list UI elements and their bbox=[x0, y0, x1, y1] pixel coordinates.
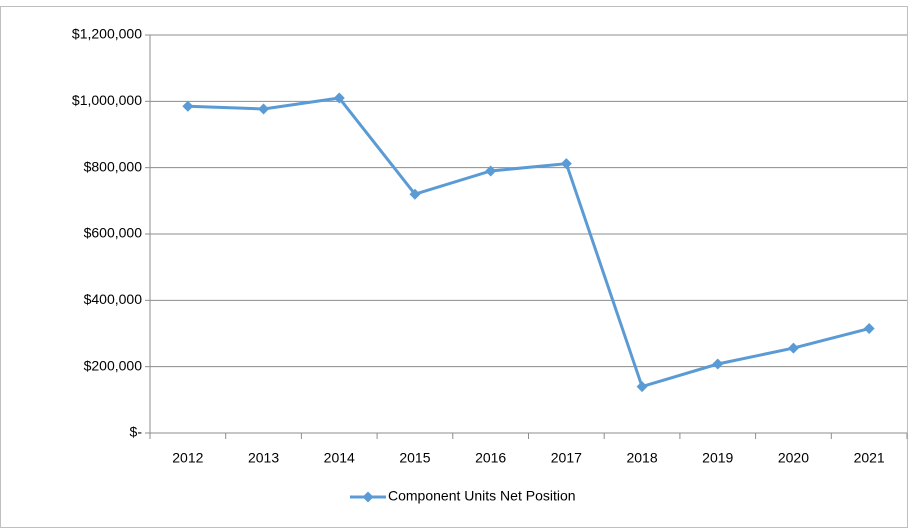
data-point bbox=[787, 342, 799, 354]
x-tick-label: 2013 bbox=[248, 450, 279, 466]
data-point bbox=[636, 381, 648, 393]
x-tick-label: 2016 bbox=[475, 450, 506, 466]
data-point bbox=[863, 323, 875, 335]
series-line bbox=[187, 96, 870, 389]
y-tick-label: $- bbox=[130, 424, 143, 440]
x-tick-label: 2020 bbox=[778, 450, 809, 466]
y-tick-label: $1,000,000 bbox=[72, 92, 142, 108]
legend-label: Component Units Net Position bbox=[388, 488, 576, 504]
legend-marker bbox=[362, 491, 374, 503]
data-point bbox=[560, 158, 572, 170]
y-tick-label: $600,000 bbox=[84, 225, 143, 241]
y-tick-label: $1,200,000 bbox=[72, 26, 142, 42]
data-point bbox=[712, 358, 724, 370]
chart-border bbox=[0, 6, 908, 528]
data-point bbox=[409, 188, 421, 200]
x-tick-label: 2014 bbox=[324, 450, 355, 466]
x-tick-label: 2018 bbox=[626, 450, 657, 466]
y-tick-label: $200,000 bbox=[84, 357, 143, 373]
data-point bbox=[485, 165, 497, 177]
x-tick-label: 2019 bbox=[702, 450, 733, 466]
x-tick-label: 2021 bbox=[854, 450, 885, 466]
x-tick-label: 2015 bbox=[399, 450, 430, 466]
data-point bbox=[182, 100, 194, 112]
y-tick-label: $800,000 bbox=[84, 158, 143, 174]
x-tick-label: 2012 bbox=[172, 450, 203, 466]
data-point bbox=[258, 103, 270, 115]
y-tick-label: $400,000 bbox=[84, 291, 143, 307]
data-point bbox=[333, 92, 345, 104]
x-tick-label: 2017 bbox=[551, 450, 582, 466]
